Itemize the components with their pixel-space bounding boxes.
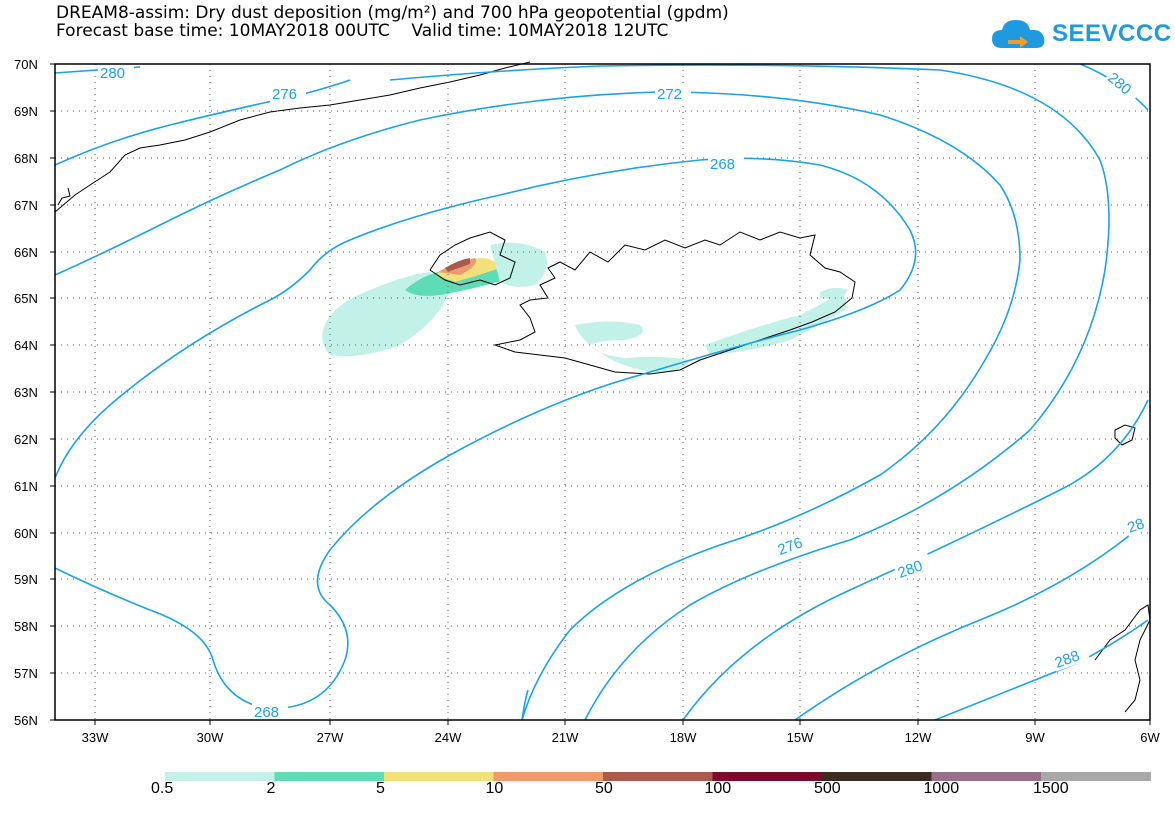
seevccc-logo: SEEVCCC [990, 8, 1171, 58]
lat-label: 60N [14, 526, 38, 541]
contour-label-276-top: 276 [272, 86, 297, 103]
legend-swatch [1041, 772, 1151, 781]
contour-276 [54, 79, 351, 166]
cloud-icon [992, 20, 1045, 48]
legend-label: 0.5 [151, 780, 174, 797]
map-title: DREAM8-assim: Dry dust deposition (mg/m²… [56, 3, 729, 23]
legend-label: 5 [376, 780, 385, 797]
legend-swatch [931, 772, 1042, 781]
legend-swatch [712, 772, 823, 781]
lat-label: 70N [14, 57, 38, 72]
contour-268 [54, 157, 917, 710]
contour-268-west [54, 299, 271, 479]
lat-label: 68N [14, 151, 38, 166]
iceland-coastline [493, 231, 856, 375]
legend-label: 50 [595, 780, 613, 797]
contour-label-280-topleft: 280 [100, 65, 125, 82]
legend-swatch [165, 772, 275, 781]
forecast-time-subtitle: Forecast base time: 10MAY2018 00UTC Vali… [56, 21, 669, 41]
contour-272 [54, 91, 1021, 721]
lat-label: 59N [14, 572, 38, 587]
legend-swatch [822, 772, 932, 781]
contour-label-268-top: 268 [710, 156, 735, 173]
lat-label: 69N [14, 104, 38, 119]
graticule [55, 64, 1150, 720]
contour-label-284: 28 [1125, 515, 1146, 537]
iceland-westfjords [429, 231, 516, 286]
lat-label: 61N [14, 479, 38, 494]
contour-272-mid [521, 689, 529, 721]
legend-colorbar [165, 772, 1151, 781]
legend-swatch [493, 772, 604, 781]
contour-label-272: 272 [657, 86, 682, 103]
lat-label: 56N [14, 713, 38, 728]
scotland-coast [1094, 604, 1151, 713]
lat-label: 62N [14, 432, 38, 447]
contour-288 [934, 619, 1149, 721]
lon-label: 15W [787, 730, 814, 745]
legend-label: 100 [704, 780, 732, 797]
lon-label: 18W [670, 730, 697, 745]
contour-276-main [389, 64, 1110, 721]
lat-label: 57N [14, 666, 38, 681]
lat-label: 58N [14, 619, 38, 634]
lon-label: 30W [197, 730, 224, 745]
lon-label: 9W [1025, 730, 1045, 745]
lon-label: 12W [905, 730, 932, 745]
lon-label: 33W [82, 730, 109, 745]
tick-marks [50, 63, 1151, 725]
dust-area-southeast [705, 292, 847, 355]
legend-label: 2 [266, 780, 276, 797]
lat-label: 66N [14, 245, 38, 260]
legend-label: 10 [485, 780, 504, 797]
dust-shading [322, 242, 848, 373]
dust-area-50 [445, 258, 470, 272]
longitude-labels: 33W 30W 27W 24W 21W 18W 15W 12W 9W 6W [82, 730, 1161, 745]
faroes [1114, 424, 1136, 446]
contour-labels: 280 276 272 268 280 268 276 280 28 288 [98, 63, 1153, 721]
lon-label: 27W [317, 730, 344, 745]
lon-label: 21W [552, 730, 579, 745]
latitude-labels: 70N 69N 68N 67N 66N 65N 64N 63N 62N 61N … [14, 57, 38, 728]
legend-swatch [384, 772, 494, 781]
legend-label: 1000 [923, 780, 960, 797]
greenland-inlet [57, 187, 71, 206]
lon-label: 24W [435, 730, 462, 745]
logo-text: SEEVCCC [1052, 20, 1172, 47]
legend-swatch [603, 772, 713, 781]
legend-label: 1500 [1033, 780, 1069, 797]
dust-area-east [820, 287, 848, 299]
legend-label: 500 [814, 780, 841, 797]
contour-label-268-bottom: 268 [254, 704, 279, 721]
lat-label: 67N [14, 198, 38, 213]
dust-area-extra [490, 242, 548, 287]
lat-label: 65N [14, 291, 38, 306]
contour-280-bottom [682, 399, 1149, 721]
greenland-coast [54, 61, 531, 213]
contour-284 [794, 519, 1149, 721]
legend-swatch [274, 772, 385, 781]
dust-area-south [575, 321, 690, 373]
lat-label: 63N [14, 385, 38, 400]
lat-label: 64N [14, 338, 38, 353]
lon-label: 6W [1140, 730, 1160, 745]
coastlines [54, 61, 1151, 713]
